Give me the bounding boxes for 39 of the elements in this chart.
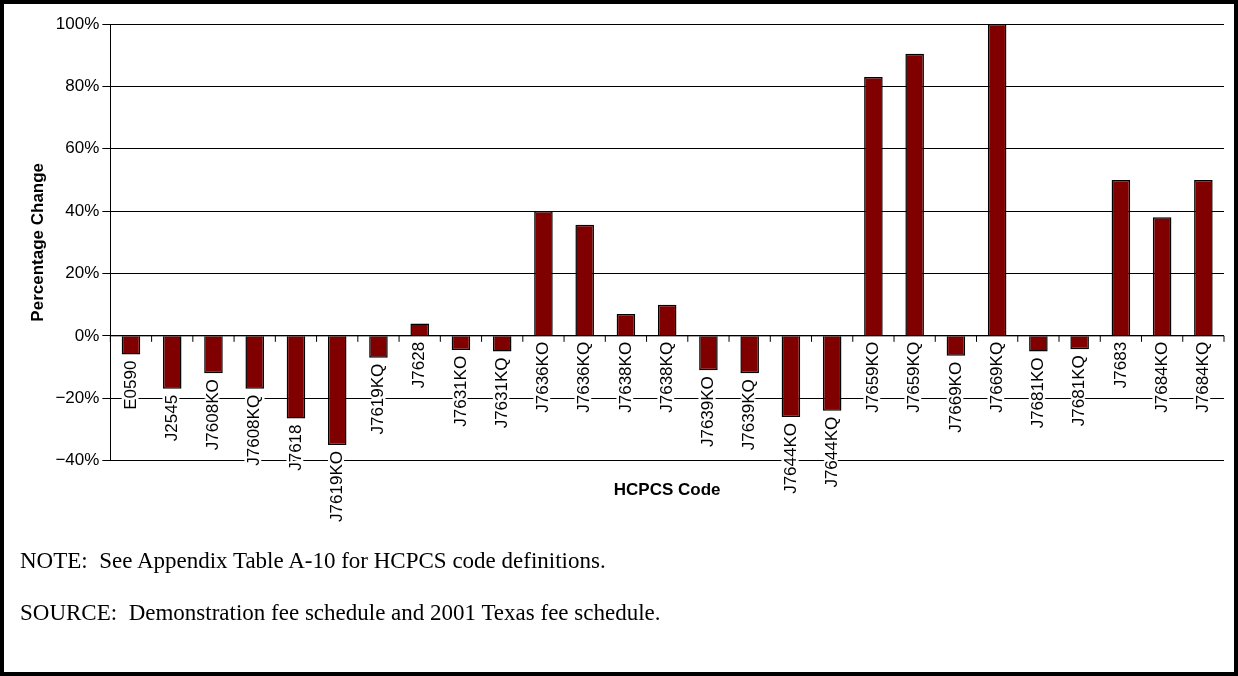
x-tick-label: J7639KO xyxy=(698,376,718,448)
x-tick-label: J7684KQ xyxy=(1193,341,1213,413)
y-tick-label: 0% xyxy=(74,325,100,345)
x-tick-label: J7669KQ xyxy=(986,341,1006,413)
source-note: SOURCE: Demonstration fee schedule and 2001 Texas fee schedule. xyxy=(20,600,662,626)
x-tick-label: J7608KQ xyxy=(244,394,264,466)
x-tick-label: J7631KO xyxy=(450,355,470,427)
x-tick-label: J7619KQ xyxy=(368,363,388,435)
x-tick-label: J7681KO xyxy=(1028,357,1048,429)
y-tick-label: 80% xyxy=(65,76,100,96)
x-tick-label: J7638KQ xyxy=(656,341,676,413)
y-tick-label: 40% xyxy=(65,200,100,220)
x-tick-label: J7659KO xyxy=(863,341,883,413)
y-axis-title: Percentage Change xyxy=(27,162,47,322)
x-tick-label: J7683 xyxy=(1110,341,1130,389)
x-tick-label: J7638KO xyxy=(615,341,635,413)
y-tick-label: 20% xyxy=(65,263,100,283)
x-tick-label: J7644KQ xyxy=(821,416,841,488)
x-tick-label: J7644KO xyxy=(780,422,800,494)
y-tick-label: −40% xyxy=(55,450,100,470)
x-tick-label: J7636KQ xyxy=(574,341,594,413)
x-tick-label: J7618 xyxy=(285,424,305,471)
y-tick-label: 60% xyxy=(65,138,100,158)
x-tick-label: J7636KO xyxy=(533,341,553,413)
x-tick-label: E0590 xyxy=(120,360,140,410)
x-tick-label: J7619KO xyxy=(326,451,346,522)
text: NOTE: See Appendix Table A-10 for HCPCS code definitions. xyxy=(20,548,607,574)
x-tick-label: J7681KQ xyxy=(1069,355,1089,427)
x-tick-label: J7684KO xyxy=(1151,341,1171,413)
x-axis-title: HCPCS Code xyxy=(613,480,721,500)
x-tick-label: J7631KQ xyxy=(491,357,511,429)
x-tick-label: J7628 xyxy=(409,341,429,389)
x-tick-label: J7639KQ xyxy=(739,379,759,451)
x-tick-label: J7659KQ xyxy=(904,341,924,413)
y-tick-label: 100% xyxy=(55,13,100,33)
x-tick-label: J7669KO xyxy=(945,361,965,433)
y-tick-label: −20% xyxy=(55,387,100,407)
x-tick-label: J2545 xyxy=(161,394,181,442)
x-tick-label: J7608KO xyxy=(203,379,223,451)
